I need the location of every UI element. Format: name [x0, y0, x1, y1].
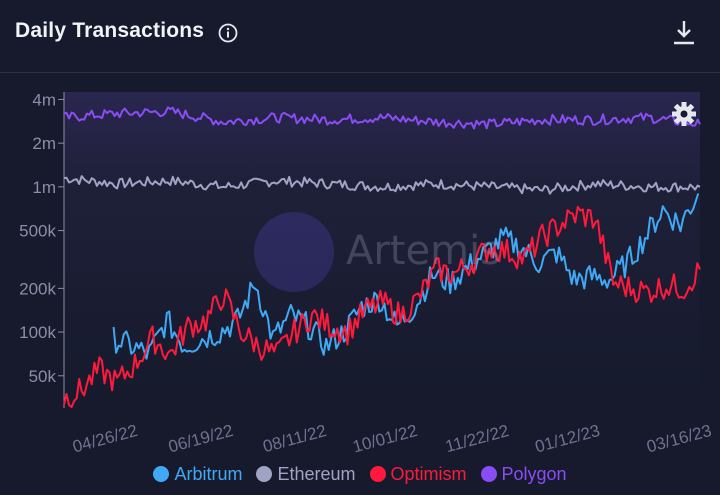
x-tick-label: 10/01/22 — [351, 421, 420, 456]
y-tick-label: 50k — [29, 367, 57, 386]
x-tick-label: 11/22/22 — [443, 421, 511, 456]
legend-marker — [153, 466, 170, 482]
plot-area — [64, 92, 700, 408]
chart-header: Daily Transactions — [0, 0, 720, 73]
y-tick-label: 2m — [32, 134, 56, 153]
y-tick-label: 4m — [32, 90, 56, 109]
legend-marker — [480, 466, 497, 482]
chart-title: Daily Transactions — [15, 19, 205, 42]
gear-icon[interactable] — [669, 99, 699, 129]
x-tick-label: 01/12/23 — [533, 421, 602, 456]
legend-item-optimism[interactable]: Optimism — [369, 463, 467, 485]
chart-plot: 50k 100k 200k 500k 1m 2m 4m 04/26/22 06/19/22 08/… — [19, 90, 714, 456]
series-line-ethereum — [63, 175, 701, 195]
x-tick-label: 08/11/22 — [261, 421, 329, 456]
legend-label: Arbitrum — [174, 463, 243, 484]
legend-label: Polygon — [501, 463, 567, 484]
legend-label: Ethereum — [277, 463, 356, 484]
legend-item-arbitrum[interactable]: Arbitrum — [153, 464, 242, 485]
series-line-optimism — [63, 205, 701, 408]
info-icon[interactable] — [218, 23, 238, 43]
x-tick-label: 04/26/22 — [71, 421, 140, 456]
y-tick-label: 1m — [32, 178, 56, 197]
y-tick-label: 100k — [19, 323, 56, 342]
series-line-polygon — [63, 106, 701, 130]
x-tick-label: 06/19/22 — [166, 421, 235, 456]
legend-label: Optimism — [390, 463, 467, 484]
y-tick-label: 500k — [19, 222, 56, 241]
legend-item-ethereum[interactable]: Ethereum — [256, 463, 356, 485]
y-tick-label: 200k — [19, 279, 56, 298]
legend-marker — [369, 466, 386, 482]
legend-marker — [256, 466, 273, 482]
chart-legend: Arbitrum Ethereum Optimism Polygon — [0, 461, 720, 487]
legend-item-polygon[interactable]: Polygon — [480, 463, 567, 485]
download-icon[interactable] — [670, 18, 698, 48]
x-tick-label: 03/16/23 — [645, 421, 714, 456]
